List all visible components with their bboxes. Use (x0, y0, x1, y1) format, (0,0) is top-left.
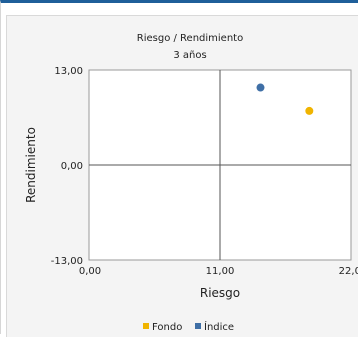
legend-label-fondo: Fondo (152, 322, 182, 333)
legend-swatch-fondo (143, 323, 149, 329)
y-tick-label: 0,00 (61, 161, 83, 172)
data-point-fondo (305, 106, 314, 115)
legend-label-indice: Índice (204, 320, 234, 333)
data-points (256, 83, 314, 115)
legend: Fondo Índice (143, 320, 234, 333)
y-axis-label: Rendimiento (24, 127, 38, 203)
chart-title: Riesgo / Rendimiento (137, 33, 243, 44)
scatter-chart: Riesgo / Rendimiento 3 años 13,00 0,00 -… (24, 33, 358, 333)
x-axis-label: Riesgo (200, 286, 240, 300)
legend-swatch-indice (195, 323, 201, 329)
x-tick-label: 11,00 (206, 266, 235, 277)
x-tick-label: 22,00 (339, 266, 358, 277)
y-tick-label: -13,00 (51, 256, 83, 267)
chart-subtitle: 3 años (173, 50, 206, 61)
y-tick-label: 13,00 (54, 66, 83, 77)
x-tick-label: 0,00 (79, 266, 101, 277)
data-point-indice (256, 83, 265, 92)
